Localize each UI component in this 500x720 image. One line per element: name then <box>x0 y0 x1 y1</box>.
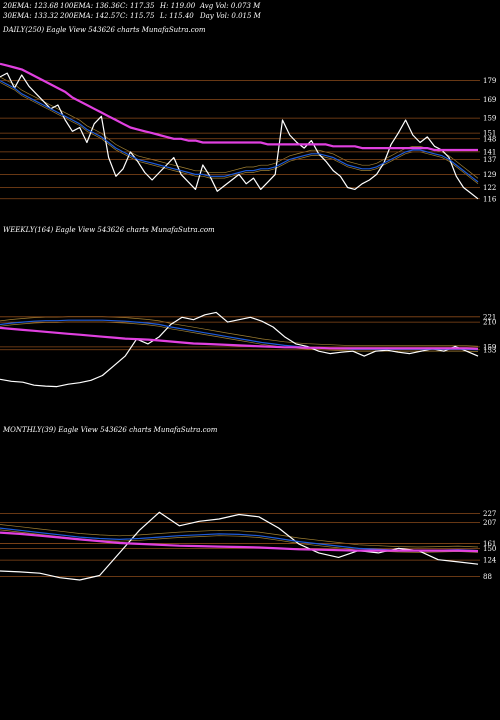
price-label: 116 <box>483 195 497 203</box>
price-label: 124 <box>483 557 497 565</box>
ema200-stat: 200EMA: 142.57 <box>60 12 120 20</box>
series-line-price <box>0 511 479 581</box>
price-label: 151 <box>483 130 496 138</box>
price-label: 227 <box>483 510 496 518</box>
open-stat: C: 115.75 <box>120 12 155 20</box>
price-label: 159 <box>483 343 496 351</box>
monthly-panel-title: MONTHLY(39) Eagle View 543626 charts Mun… <box>3 426 218 434</box>
series-line-price <box>0 311 479 388</box>
avg-vol-stat: Avg Vol: 0.073 M <box>200 2 261 10</box>
price-label: 207 <box>483 519 496 527</box>
weekly-panel-title: WEEKLY(164) Eagle View 543626 charts Mun… <box>3 226 215 234</box>
series-line-ema_long <box>0 62 478 152</box>
low-stat: L: 115.40 <box>160 12 194 20</box>
price-label: 148 <box>483 135 496 143</box>
price-label: 221 <box>483 313 496 321</box>
price-label: 150 <box>483 545 496 553</box>
price-label: 137 <box>483 156 496 164</box>
series-line-ema_mid <box>0 316 479 347</box>
daily-panel-title: DAILY(250) Eagle View 543626 charts Muna… <box>3 26 206 34</box>
close-stat: C: 117.35 <box>120 2 155 10</box>
series-line-ema_mid <box>0 524 479 548</box>
price-label: 161 <box>483 540 496 548</box>
price-label: 129 <box>483 171 496 179</box>
price-label: 179 <box>483 77 496 85</box>
series-line-price <box>0 72 479 200</box>
price-label: 159 <box>483 115 496 123</box>
series-line-ema_mid <box>0 76 479 179</box>
price-label: 88 <box>483 573 492 581</box>
price-label: 153 <box>483 346 496 354</box>
day-vol-stat: Day Vol: 0.015 M <box>200 12 261 20</box>
price-label: 122 <box>483 184 496 192</box>
price-label: 141 <box>483 148 496 156</box>
series-line-ema_short <box>0 80 479 183</box>
series-line-ema_long <box>0 326 479 350</box>
high-stat: H: 119.00 <box>160 2 196 10</box>
ema20-stat: 20EMA: 123.68 <box>3 2 59 10</box>
series-line-ema_long <box>0 531 479 553</box>
price-label: 210 <box>483 319 496 327</box>
price-label: 169 <box>483 96 496 104</box>
ema100-stat: 100EMA: 136.36 <box>60 2 120 10</box>
ema30-stat: 30EMA: 133.32 <box>3 12 59 20</box>
